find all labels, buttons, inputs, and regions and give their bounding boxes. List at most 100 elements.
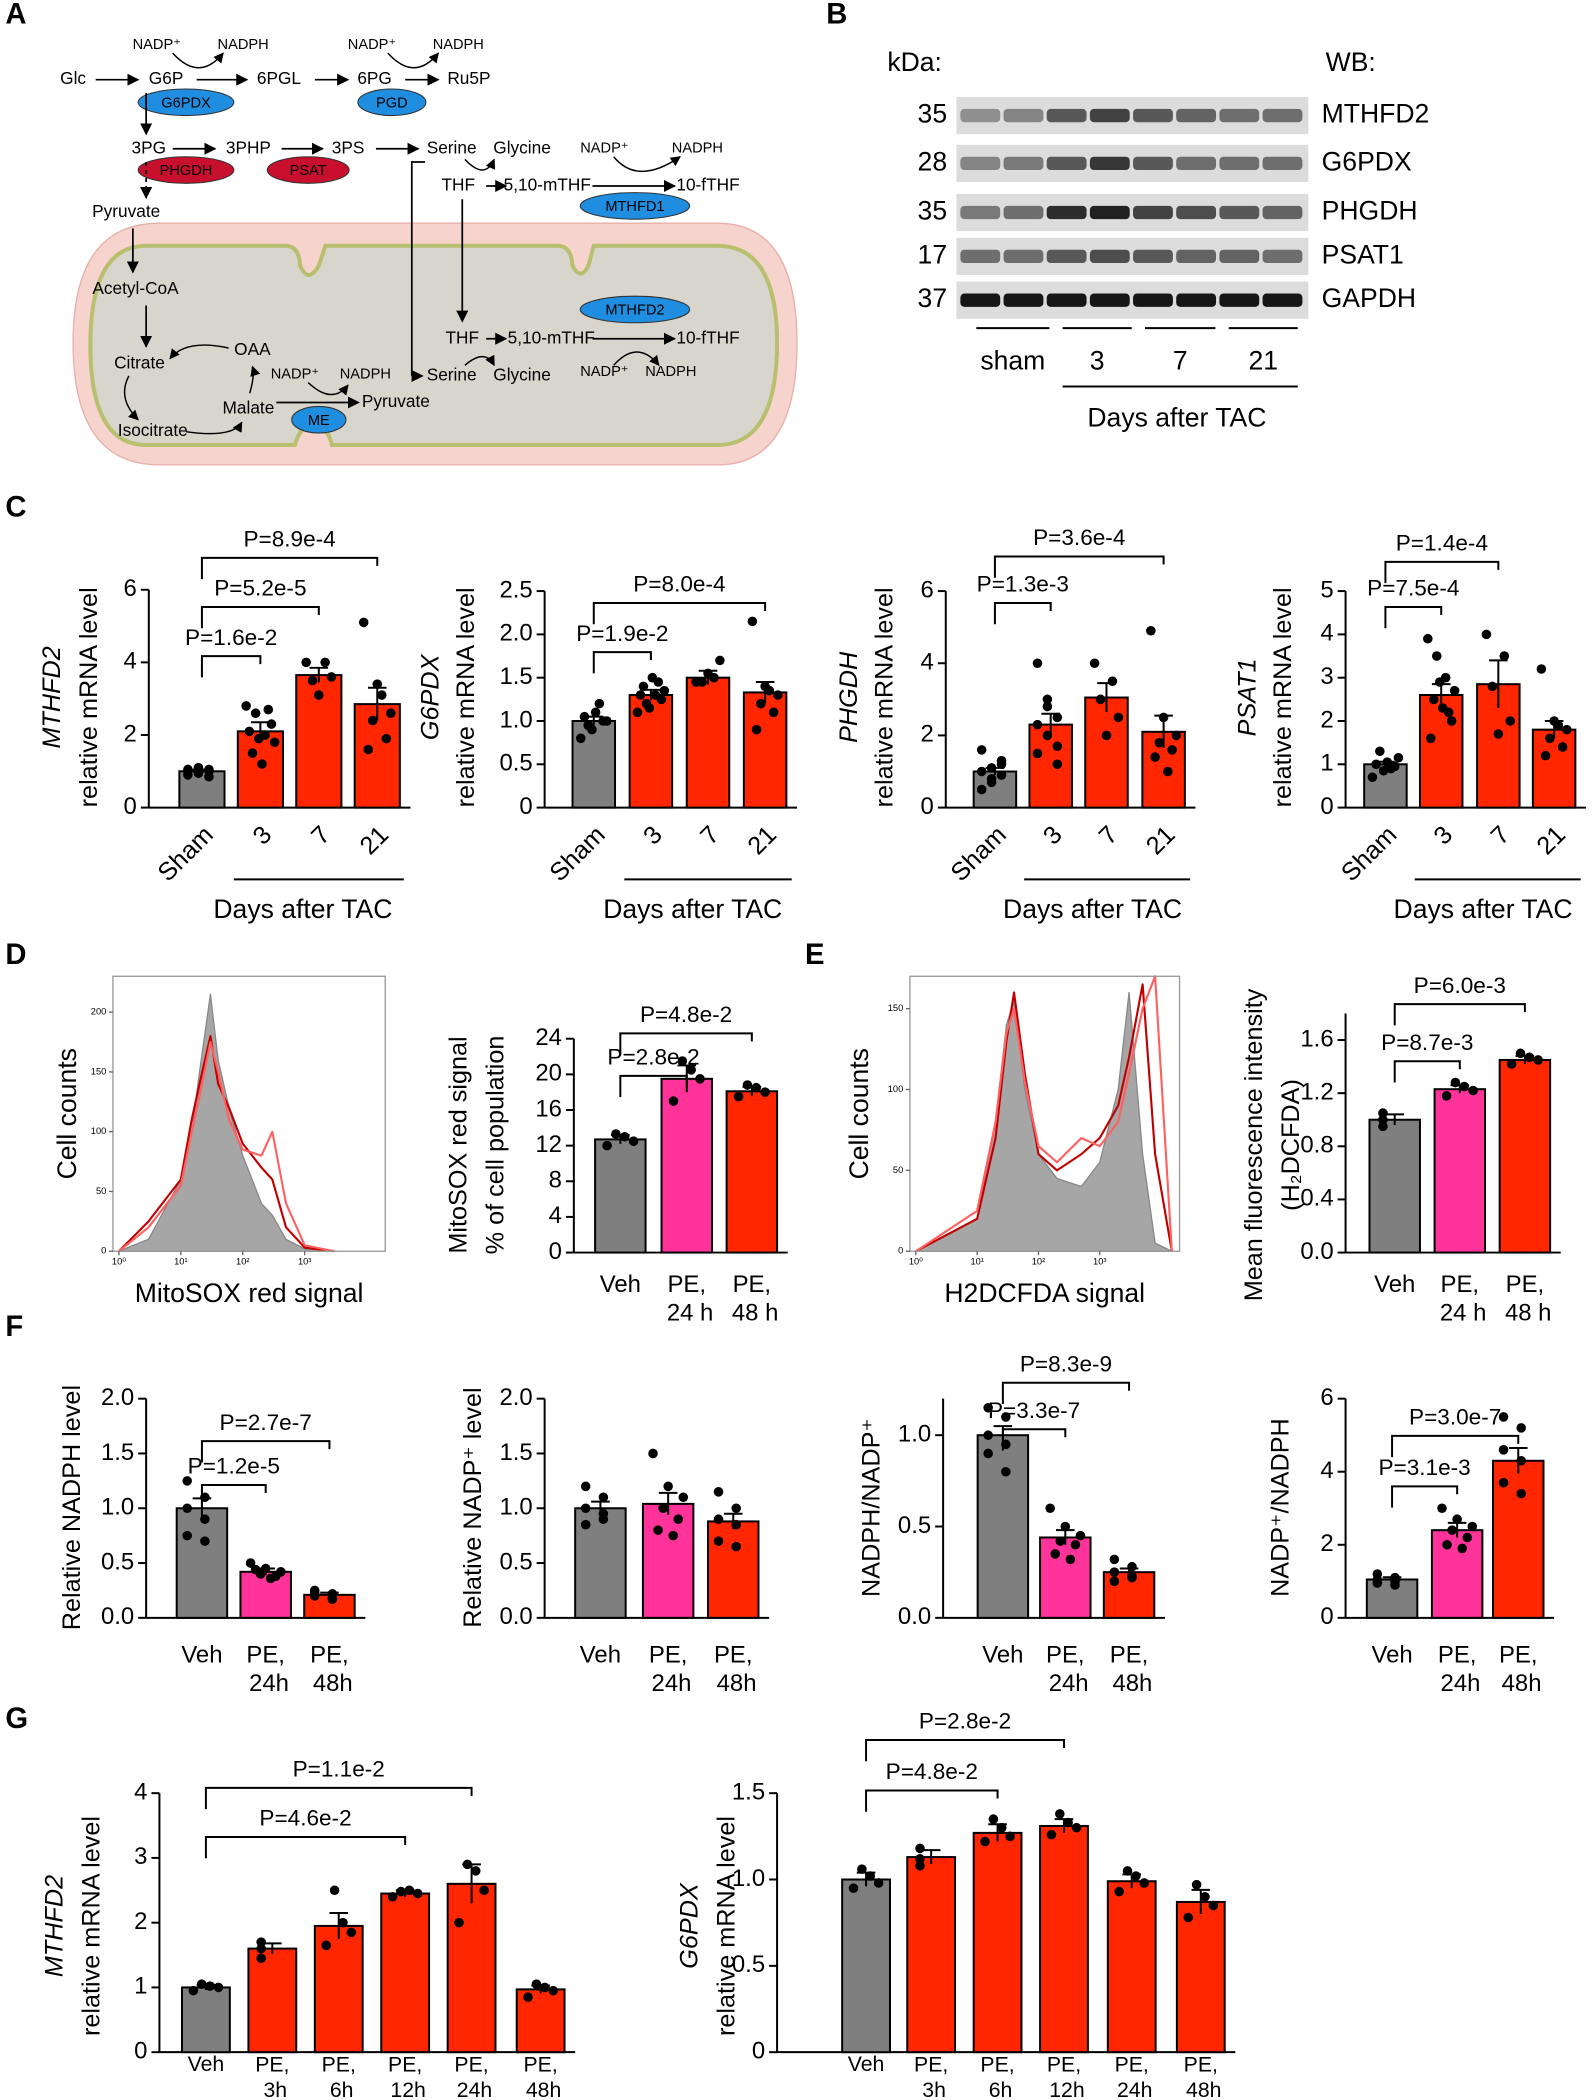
- data-point: [1075, 1530, 1086, 1541]
- data-point: [1032, 658, 1043, 669]
- x-tick-label: 3: [248, 821, 278, 851]
- p-value: P=8.3e-9: [1020, 1351, 1112, 1376]
- data-point: [381, 733, 392, 744]
- y-tick-label: 1.5: [499, 1439, 532, 1466]
- blot-xlabel: Days after TAC: [1087, 403, 1266, 433]
- y-axis-label: G6PDX: [675, 1882, 703, 1969]
- data-point: [673, 1514, 684, 1524]
- data-point: [1122, 1866, 1133, 1876]
- metabolite: 5,10-mTHF: [508, 327, 595, 347]
- x-tick-label: PE, 24h: [242, 1642, 289, 1698]
- x-tick-label: 10³: [298, 1256, 311, 1266]
- data-point: [247, 748, 258, 758]
- significance-bracket: [200, 1484, 267, 1507]
- y-tick-label: 150: [888, 1003, 904, 1013]
- x-tick-label: 10⁰: [112, 1256, 126, 1266]
- data-point: [314, 690, 324, 700]
- bar: [380, 1892, 431, 2054]
- x-tick-label: 21: [1141, 821, 1181, 861]
- blot-band: [1003, 108, 1044, 123]
- data-point: [329, 1885, 340, 1896]
- bar: [239, 1570, 292, 1619]
- y-axis-label: relative mRNA level: [75, 587, 103, 807]
- x-tick-label: Veh: [580, 1642, 621, 1669]
- bar: [175, 1507, 229, 1619]
- data-point: [983, 1403, 993, 1413]
- metabolite: Glycine: [493, 137, 551, 157]
- y-tick-label: 2: [1320, 1530, 1333, 1557]
- data-point: [1171, 730, 1182, 741]
- x-axis-label: Days after TAC: [1003, 894, 1182, 924]
- y-axis-label: MTHFD2: [40, 1875, 68, 1977]
- blot-band: [1046, 156, 1087, 171]
- metabolite: Ru5P: [447, 68, 490, 88]
- y-tick-label: 150: [91, 1066, 107, 1076]
- data-point: [873, 1878, 884, 1888]
- enzyme: [579, 295, 691, 324]
- data-point: [1516, 1488, 1526, 1499]
- data-point: [602, 716, 612, 726]
- blot-band: [1133, 205, 1173, 220]
- data-point: [986, 763, 997, 773]
- y-axis-label: % of cell population: [481, 1036, 509, 1255]
- error-bar: [263, 1942, 282, 1954]
- cofactor: NADPH: [340, 366, 391, 382]
- x-axis-label: Days after TAC: [213, 894, 392, 924]
- data-point: [865, 1871, 876, 1881]
- y-tick-label: 8: [549, 1167, 562, 1194]
- data-point: [1063, 1817, 1073, 1828]
- data-point: [1545, 733, 1555, 744]
- metabolite: 6PG: [357, 68, 392, 88]
- enzyme: [291, 405, 347, 434]
- metabolite: Citrate: [114, 353, 165, 373]
- metabolite: 10-fTHF: [676, 175, 739, 195]
- data-point: [976, 784, 987, 795]
- cofactor: NADPH: [672, 141, 723, 157]
- x-tick-label: 7: [306, 821, 336, 851]
- data-point: [980, 1836, 990, 1847]
- x-tick-label: 21: [742, 821, 782, 861]
- data-point: [1557, 742, 1568, 752]
- data-point: [976, 766, 987, 777]
- data-point: [632, 707, 643, 718]
- x-tick-label: 3: [1428, 821, 1458, 851]
- data-point: [686, 1065, 696, 1075]
- data-point: [1467, 1521, 1478, 1532]
- metabolite: Pyruvate: [92, 201, 160, 221]
- lane-label: 7: [1173, 346, 1188, 376]
- data-point: [1452, 1514, 1462, 1524]
- data-point: [731, 1503, 741, 1514]
- metabolite: G6P: [149, 68, 184, 88]
- y-axis-label: MTHFD2: [38, 646, 66, 748]
- bar: [660, 1077, 713, 1254]
- data-point: [1449, 685, 1460, 696]
- bar: [247, 1947, 298, 2054]
- blot-protein: GAPDH: [1322, 283, 1416, 313]
- data-point: [996, 770, 1007, 780]
- data-point: [204, 764, 214, 775]
- metabolite: Glycine: [493, 364, 551, 384]
- significance-bracket: [619, 1074, 688, 1098]
- enzyme: [266, 156, 350, 184]
- significance-bracket: [993, 555, 1165, 578]
- lane-label: sham: [980, 346, 1045, 376]
- data-point: [1150, 752, 1160, 762]
- data-point: [1050, 1549, 1060, 1559]
- blot-kda: 35: [918, 99, 948, 129]
- data-point: [1045, 1503, 1055, 1514]
- y-tick-label: 2: [1320, 706, 1333, 733]
- lane-label: 21: [1248, 346, 1278, 376]
- x-tick-label: Veh: [848, 2052, 885, 2076]
- data-point: [760, 1087, 770, 1097]
- y-tick-label: 4: [921, 649, 934, 676]
- panel-label: D: [5, 939, 26, 971]
- data-point: [1183, 1912, 1194, 1923]
- y-axis-label: Cell counts: [52, 1048, 82, 1179]
- x-tick-label: PE, 48h: [520, 2052, 561, 2100]
- metabolite: THF: [442, 175, 476, 195]
- data-point: [1163, 766, 1173, 777]
- p-value: P=1.9e-2: [576, 621, 668, 646]
- data-point: [1055, 1809, 1065, 1819]
- y-tick-label: 1: [134, 1973, 147, 2000]
- blot-band: [1003, 205, 1044, 220]
